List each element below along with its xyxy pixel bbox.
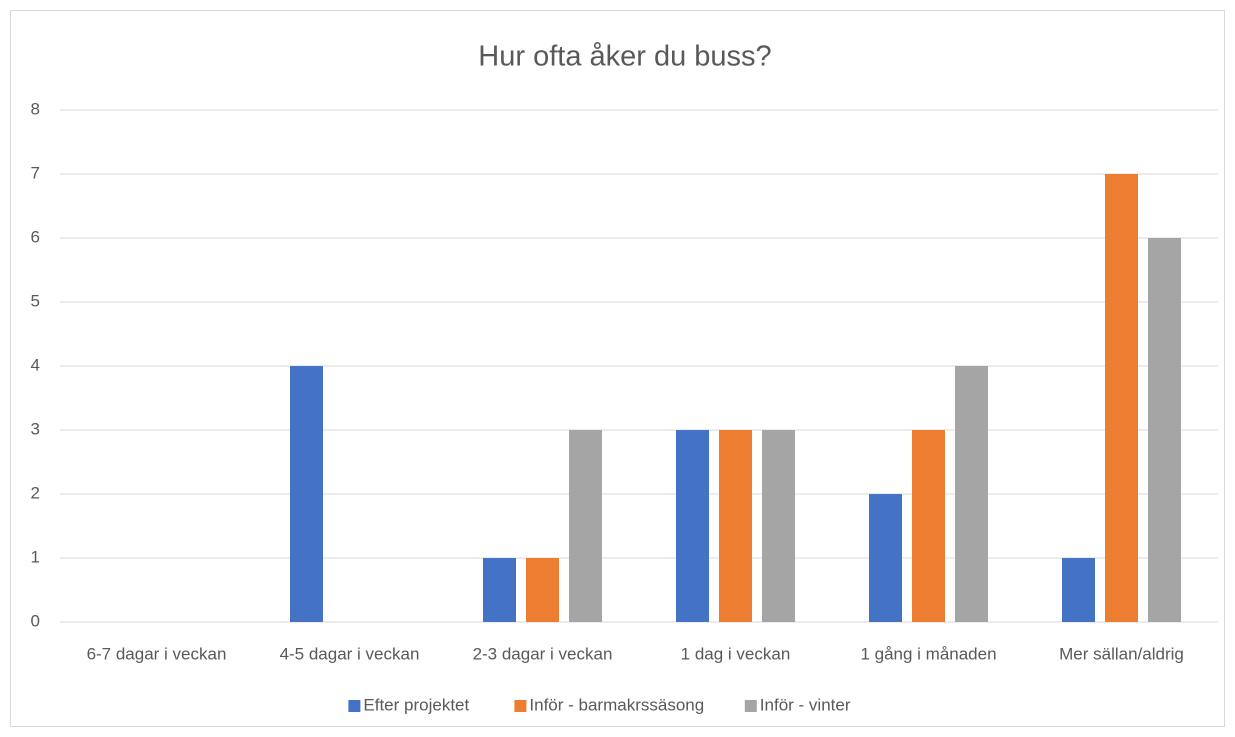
bar bbox=[483, 558, 516, 622]
y-tick-label: 1 bbox=[31, 547, 40, 566]
y-tick-label: 6 bbox=[31, 227, 40, 246]
chart-title: Hur ofta åker du buss? bbox=[478, 41, 771, 73]
legend-label: Inför - vinter bbox=[760, 695, 851, 714]
x-tick-label: 6-7 dagar i veckan bbox=[87, 644, 227, 663]
bar bbox=[762, 430, 795, 622]
y-tick-label: 0 bbox=[31, 611, 40, 630]
bar bbox=[526, 558, 559, 622]
y-tick-label: 3 bbox=[31, 419, 40, 438]
bar bbox=[719, 430, 752, 622]
legend-swatch bbox=[514, 700, 527, 712]
bar bbox=[912, 430, 945, 622]
bar bbox=[869, 494, 902, 622]
x-tick-label: 4-5 dagar i veckan bbox=[280, 644, 420, 663]
bar bbox=[1062, 558, 1095, 622]
chart-border bbox=[10, 10, 1225, 727]
y-tick-label: 5 bbox=[31, 291, 40, 310]
legend-label: Efter projektet bbox=[363, 695, 469, 714]
y-tick-label: 7 bbox=[31, 163, 40, 182]
bar bbox=[1148, 238, 1181, 622]
bar bbox=[569, 430, 602, 622]
bar bbox=[1105, 174, 1138, 622]
legend-swatch bbox=[744, 700, 757, 712]
bar bbox=[290, 366, 323, 622]
y-tick-label: 8 bbox=[31, 99, 40, 118]
x-tick-label: 2-3 dagar i veckan bbox=[473, 644, 613, 663]
x-tick-label: 1 gång i månaden bbox=[860, 644, 996, 663]
legend-label: Inför - barmakrssäsong bbox=[529, 695, 704, 714]
bar bbox=[955, 366, 988, 622]
legend-swatch bbox=[348, 700, 361, 712]
x-tick-label: 1 dag i veckan bbox=[681, 644, 791, 663]
x-tick-label: Mer sällan/aldrig bbox=[1059, 644, 1184, 663]
y-tick-label: 2 bbox=[31, 483, 40, 502]
bar bbox=[676, 430, 709, 622]
y-tick-label: 4 bbox=[31, 355, 40, 374]
